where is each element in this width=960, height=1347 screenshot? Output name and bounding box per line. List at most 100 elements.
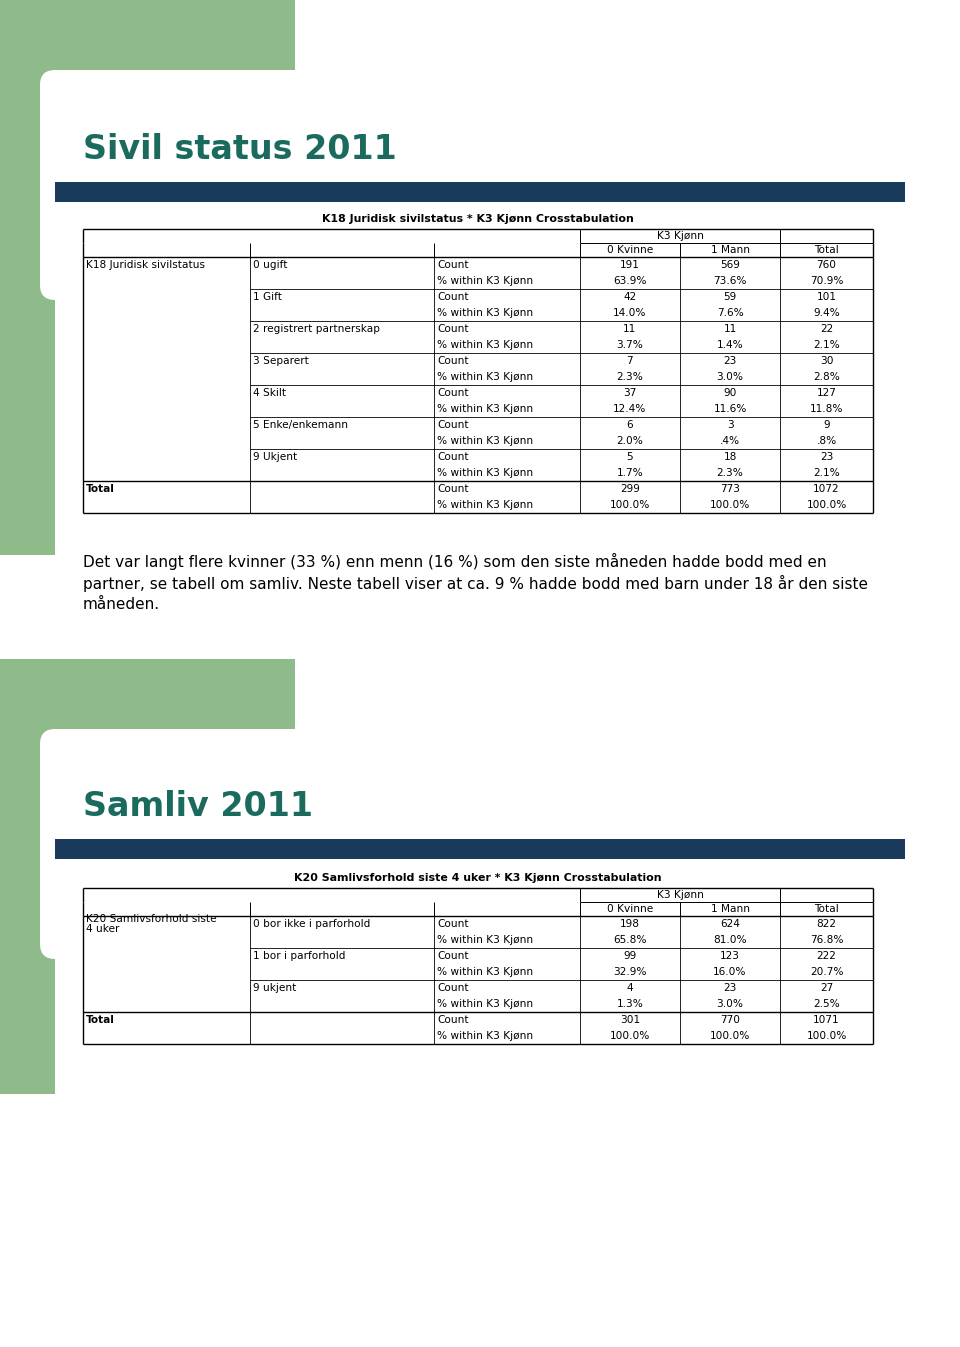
Text: 0 Kvinne: 0 Kvinne xyxy=(607,245,653,255)
Text: .4%: .4% xyxy=(720,436,740,446)
Text: 90: 90 xyxy=(724,388,736,397)
Text: 3: 3 xyxy=(727,420,733,430)
Text: % within K3 Kjønn: % within K3 Kjønn xyxy=(437,339,534,350)
Text: 5 Enke/enkemann: 5 Enke/enkemann xyxy=(252,420,348,430)
Text: Count: Count xyxy=(437,919,468,929)
Text: 9.4%: 9.4% xyxy=(813,308,840,318)
Text: % within K3 Kjønn: % within K3 Kjønn xyxy=(437,404,534,414)
Text: 127: 127 xyxy=(817,388,836,397)
Text: 65.8%: 65.8% xyxy=(613,935,647,946)
Text: 1 Gift: 1 Gift xyxy=(252,292,281,302)
Text: 822: 822 xyxy=(817,919,836,929)
Text: 16.0%: 16.0% xyxy=(713,967,747,977)
Text: K3 Kjønn: K3 Kjønn xyxy=(657,890,704,900)
FancyBboxPatch shape xyxy=(40,729,330,959)
Text: % within K3 Kjønn: % within K3 Kjønn xyxy=(437,276,534,286)
Text: 2.3%: 2.3% xyxy=(616,372,643,383)
Text: 32.9%: 32.9% xyxy=(613,967,647,977)
Text: 9: 9 xyxy=(824,420,829,430)
Text: K20 Samlivsforhold siste 4 uker * K3 Kjønn Crosstabulation: K20 Samlivsforhold siste 4 uker * K3 Kjø… xyxy=(294,873,661,884)
Bar xyxy=(0,0,295,114)
Text: 81.0%: 81.0% xyxy=(713,935,747,946)
Text: % within K3 Kjønn: % within K3 Kjønn xyxy=(437,967,534,977)
Text: 9 Ukjent: 9 Ukjent xyxy=(252,453,297,462)
Text: 1.3%: 1.3% xyxy=(616,999,643,1009)
Text: K20 Samlivsforhold siste: K20 Samlivsforhold siste xyxy=(86,915,217,924)
Text: 27: 27 xyxy=(820,983,833,993)
Text: % within K3 Kjønn: % within K3 Kjønn xyxy=(437,935,534,946)
Text: Count: Count xyxy=(437,951,468,960)
Text: % within K3 Kjønn: % within K3 Kjønn xyxy=(437,467,534,478)
Text: 222: 222 xyxy=(817,951,836,960)
Text: 3.7%: 3.7% xyxy=(616,339,643,350)
Text: 42: 42 xyxy=(623,292,636,302)
Text: Total: Total xyxy=(86,1016,115,1025)
Text: 11.8%: 11.8% xyxy=(810,404,843,414)
Text: 2.1%: 2.1% xyxy=(813,467,840,478)
Text: % within K3 Kjønn: % within K3 Kjønn xyxy=(437,999,534,1009)
Text: 100.0%: 100.0% xyxy=(806,500,847,511)
Text: % within K3 Kjønn: % within K3 Kjønn xyxy=(437,500,534,511)
Text: 76.8%: 76.8% xyxy=(810,935,843,946)
Text: 4 uker: 4 uker xyxy=(86,924,119,933)
FancyBboxPatch shape xyxy=(40,70,330,300)
Text: 2.5%: 2.5% xyxy=(813,999,840,1009)
Text: % within K3 Kjønn: % within K3 Kjønn xyxy=(437,372,534,383)
Text: 6: 6 xyxy=(627,420,634,430)
Bar xyxy=(55,182,905,202)
Text: K3 Kjønn: K3 Kjønn xyxy=(657,230,704,241)
Text: Count: Count xyxy=(437,260,468,269)
Text: 100.0%: 100.0% xyxy=(610,500,650,511)
Text: 3.0%: 3.0% xyxy=(716,999,744,1009)
Text: 63.9%: 63.9% xyxy=(613,276,647,286)
Text: 1072: 1072 xyxy=(813,484,840,494)
Text: 3.0%: 3.0% xyxy=(716,372,744,383)
Text: K18 Juridisk sivilstatus * K3 Kjønn Crosstabulation: K18 Juridisk sivilstatus * K3 Kjønn Cros… xyxy=(322,214,634,224)
Text: 198: 198 xyxy=(620,919,640,929)
Text: % within K3 Kjønn: % within K3 Kjønn xyxy=(437,308,534,318)
Text: 0 Kvinne: 0 Kvinne xyxy=(607,904,653,915)
Text: 37: 37 xyxy=(623,388,636,397)
Text: Count: Count xyxy=(437,484,468,494)
Text: 2 registrert partnerskap: 2 registrert partnerskap xyxy=(252,325,379,334)
Bar xyxy=(0,114,55,555)
Text: 23: 23 xyxy=(724,983,736,993)
Text: 9 ukjent: 9 ukjent xyxy=(252,983,296,993)
Text: 30: 30 xyxy=(820,356,833,366)
Text: K18 Juridisk sivilstatus: K18 Juridisk sivilstatus xyxy=(86,260,205,269)
Text: 760: 760 xyxy=(817,260,836,269)
Text: % within K3 Kjønn: % within K3 Kjønn xyxy=(437,1030,534,1041)
Text: 301: 301 xyxy=(620,1016,640,1025)
Text: .8%: .8% xyxy=(816,436,837,446)
Text: 23: 23 xyxy=(724,356,736,366)
Text: 2.8%: 2.8% xyxy=(813,372,840,383)
Text: 1 bor i parforhold: 1 bor i parforhold xyxy=(252,951,346,960)
Text: 99: 99 xyxy=(623,951,636,960)
Text: Count: Count xyxy=(437,388,468,397)
Text: Total: Total xyxy=(86,484,115,494)
Text: 0 ugift: 0 ugift xyxy=(252,260,287,269)
Text: 299: 299 xyxy=(620,484,639,494)
Text: 1071: 1071 xyxy=(813,1016,840,1025)
Text: 14.0%: 14.0% xyxy=(613,308,647,318)
Text: 12.4%: 12.4% xyxy=(613,404,647,414)
Text: Count: Count xyxy=(437,325,468,334)
Text: 1.4%: 1.4% xyxy=(717,339,743,350)
Text: 2.3%: 2.3% xyxy=(717,467,744,478)
Text: Count: Count xyxy=(437,1016,468,1025)
Text: 1.7%: 1.7% xyxy=(616,467,643,478)
Text: 18: 18 xyxy=(724,453,736,462)
Bar xyxy=(0,775,55,1094)
Text: måneden.: måneden. xyxy=(83,597,160,612)
Text: Total: Total xyxy=(814,245,839,255)
Text: 770: 770 xyxy=(720,1016,740,1025)
Text: 22: 22 xyxy=(820,325,833,334)
Bar xyxy=(55,839,905,859)
Text: Count: Count xyxy=(437,453,468,462)
Text: 23: 23 xyxy=(820,453,833,462)
Text: 59: 59 xyxy=(724,292,736,302)
Text: 70.9%: 70.9% xyxy=(810,276,843,286)
Text: 73.6%: 73.6% xyxy=(713,276,747,286)
Text: 2.1%: 2.1% xyxy=(813,339,840,350)
Bar xyxy=(0,659,295,775)
